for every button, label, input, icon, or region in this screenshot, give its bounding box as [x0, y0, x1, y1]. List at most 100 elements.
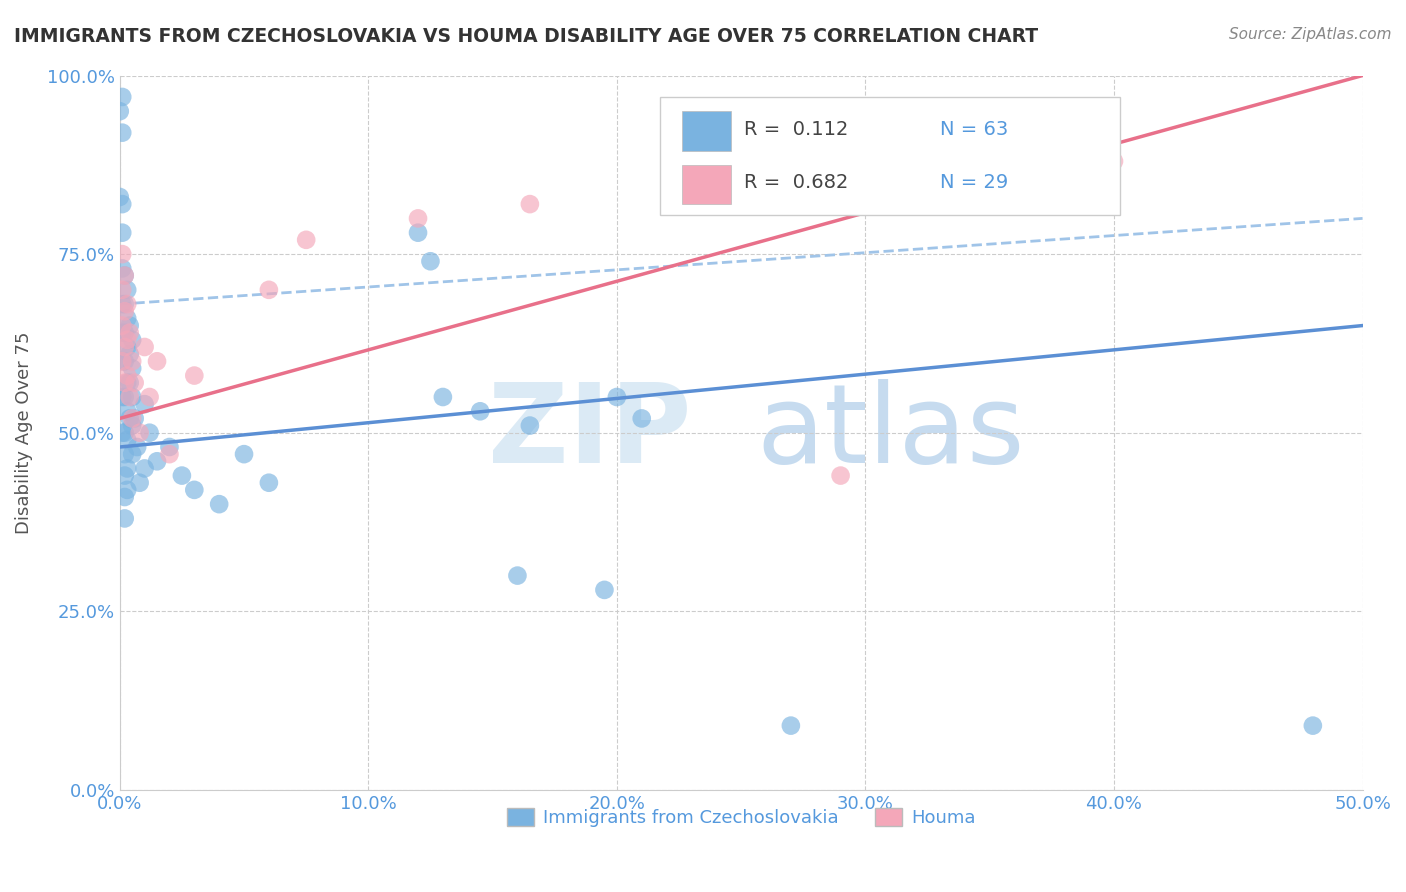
Point	[111, 354, 134, 368]
Point	[432, 390, 454, 404]
FancyBboxPatch shape	[661, 97, 1121, 215]
Point	[170, 468, 193, 483]
Point	[115, 368, 138, 383]
Point	[606, 390, 628, 404]
Point	[118, 390, 141, 404]
Point	[115, 483, 138, 497]
Text: IMMIGRANTS FROM CZECHOSLOVAKIA VS HOUMA DISABILITY AGE OVER 75 CORRELATION CHART: IMMIGRANTS FROM CZECHOSLOVAKIA VS HOUMA …	[14, 27, 1038, 45]
Point	[1028, 154, 1050, 169]
Point	[128, 475, 150, 490]
Point	[138, 390, 160, 404]
Point	[111, 261, 134, 276]
Point	[127, 440, 149, 454]
Point	[114, 354, 136, 368]
Bar	[682, 165, 731, 204]
Point	[114, 425, 136, 440]
Point	[830, 468, 852, 483]
Point	[1102, 154, 1125, 169]
Text: Source: ZipAtlas.com: Source: ZipAtlas.com	[1229, 27, 1392, 42]
Legend: Immigrants from Czechoslovakia, Houma: Immigrants from Czechoslovakia, Houma	[499, 801, 983, 835]
Point	[114, 304, 136, 318]
Point	[111, 126, 134, 140]
Point	[118, 347, 141, 361]
Point	[114, 447, 136, 461]
Point	[114, 297, 136, 311]
Text: ZIP: ZIP	[488, 379, 692, 486]
Point	[295, 233, 318, 247]
Point	[257, 283, 280, 297]
Point	[183, 368, 205, 383]
Point	[121, 418, 143, 433]
Point	[118, 326, 141, 340]
Point	[630, 411, 652, 425]
Point	[406, 211, 429, 226]
Point	[108, 190, 131, 204]
Point	[115, 333, 138, 347]
Point	[111, 318, 134, 333]
Point	[121, 361, 143, 376]
Point	[115, 461, 138, 475]
Point	[1302, 718, 1324, 732]
Point	[114, 468, 136, 483]
Point	[114, 511, 136, 525]
Point	[111, 226, 134, 240]
Point	[111, 197, 134, 211]
Point	[115, 283, 138, 297]
Point	[183, 483, 205, 497]
Point	[115, 433, 138, 447]
Point	[111, 283, 134, 297]
Point	[519, 418, 541, 433]
Point	[134, 461, 156, 475]
Point	[111, 297, 134, 311]
Point	[257, 475, 280, 490]
Point	[114, 376, 136, 390]
Point	[406, 226, 429, 240]
Point	[115, 404, 138, 418]
Point	[124, 376, 146, 390]
Text: atlas: atlas	[756, 379, 1025, 486]
Text: N = 29: N = 29	[941, 173, 1008, 192]
Text: R =  0.112: R = 0.112	[744, 120, 848, 138]
Point	[138, 425, 160, 440]
Point	[121, 411, 143, 425]
Point	[111, 425, 134, 440]
Point	[114, 390, 136, 404]
Point	[115, 297, 138, 311]
Point	[146, 354, 169, 368]
Point	[121, 390, 143, 404]
Point	[233, 447, 256, 461]
Point	[111, 90, 134, 104]
Point	[114, 490, 136, 504]
Point	[208, 497, 231, 511]
Point	[118, 318, 141, 333]
Point	[779, 718, 801, 732]
Point	[114, 268, 136, 283]
Point	[108, 104, 131, 119]
Bar	[682, 112, 731, 151]
Point	[519, 197, 541, 211]
Point	[115, 376, 138, 390]
Point	[134, 340, 156, 354]
Point	[115, 311, 138, 326]
Point	[159, 440, 181, 454]
Text: R =  0.682: R = 0.682	[744, 173, 848, 192]
Point	[115, 340, 138, 354]
Point	[114, 268, 136, 283]
Point	[506, 568, 529, 582]
Point	[121, 447, 143, 461]
Point	[146, 454, 169, 468]
Point	[128, 425, 150, 440]
Point	[111, 354, 134, 368]
Point	[111, 390, 134, 404]
Point	[134, 397, 156, 411]
Point	[118, 411, 141, 425]
Point	[111, 247, 134, 261]
Point	[124, 411, 146, 425]
Point	[111, 326, 134, 340]
Point	[121, 333, 143, 347]
Point	[159, 447, 181, 461]
Point	[593, 582, 616, 597]
Point	[121, 354, 143, 368]
Point	[114, 340, 136, 354]
Point	[118, 376, 141, 390]
